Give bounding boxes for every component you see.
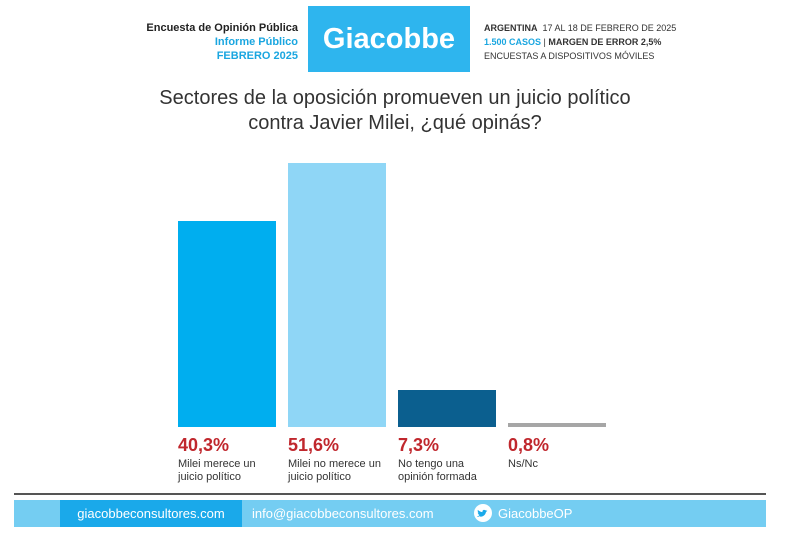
bar <box>288 163 386 427</box>
chart: 40,3% Milei merece un juicio político 51,6… <box>178 163 606 483</box>
value-label: 51,6% <box>288 435 340 455</box>
x-tick-label: Milei merece un juicio político <box>178 458 256 483</box>
value-label: 7,3% <box>398 435 440 455</box>
brand: Giacobbe <box>322 23 456 55</box>
country: ARGENTINA <box>484 23 538 33</box>
survey: Encuesta de Opinión Pública <box>146 22 298 34</box>
chart-title: Sectores de la oposición promueven un ju… <box>159 87 631 134</box>
x-tick-label: Ns/Nc <box>508 458 538 470</box>
country-dates: ARGENTINA 17 AL 18 DE FEBRERO DE 2025 <box>484 22 676 35</box>
method: ENCUESTAS A DISPOSITIVOS MÓVILES <box>484 51 655 61</box>
twitter: GiacobbeOP <box>498 506 573 521</box>
period: FEBRERO 2025 <box>216 50 298 62</box>
bar <box>508 422 606 427</box>
dates: 17 AL 18 DE FEBRERO DE 2025 <box>542 23 677 33</box>
value-label: 40,3% <box>178 435 230 455</box>
footer-rule <box>14 493 766 495</box>
x-tick-label: No tengo una opinión formada <box>398 458 477 483</box>
cases-margin: 1.500 CASOS | MARGEN DE ERROR 2,5% <box>484 36 661 49</box>
email: info@giacobbeconsultores.com <box>252 506 434 521</box>
cases: 1.500 CASOS <box>484 37 542 47</box>
bar <box>178 220 276 427</box>
separator: | <box>543 37 546 47</box>
report: Informe Público <box>214 36 298 48</box>
margin: MARGEN DE ERROR 2,5% <box>548 37 662 47</box>
website: giacobbeconsultores.com <box>60 500 242 527</box>
bar <box>398 389 496 427</box>
twitter-icon <box>474 504 492 522</box>
value-label: 0,8% <box>508 435 550 455</box>
x-tick-label: Milei no merece un juicio político <box>288 458 381 483</box>
logo-box: Giacobbe <box>308 6 470 72</box>
